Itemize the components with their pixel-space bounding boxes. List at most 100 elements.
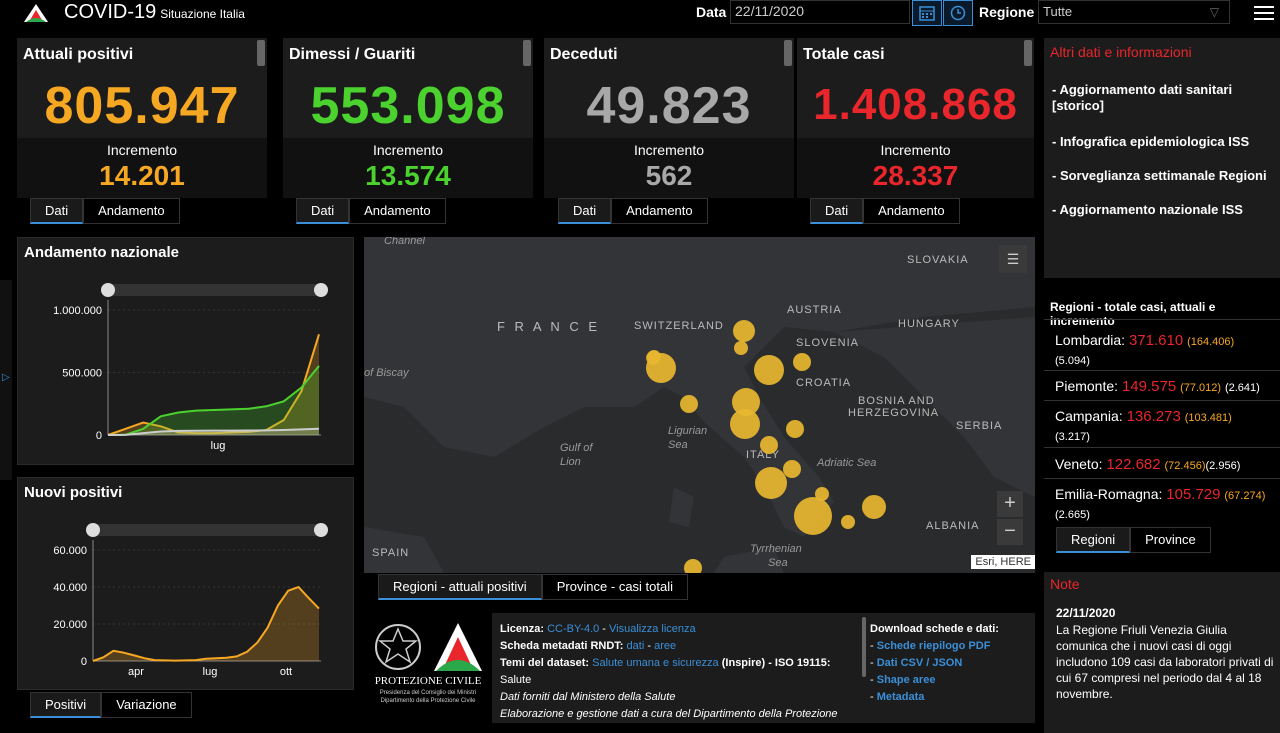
calendar-button[interactable] xyxy=(912,0,942,26)
map-bubble[interactable] xyxy=(793,353,811,371)
map-label: Gulf of xyxy=(560,442,593,454)
date-input[interactable]: 22/11/2020 xyxy=(730,0,910,24)
link-aggiornamento-dati[interactable]: - Aggiornamento dati sanitari [storico] xyxy=(1052,82,1233,113)
map-bubble[interactable] xyxy=(755,467,787,499)
protezione-civile-logo: PROTEZIONE CIVILE Presidenza del Consigl… xyxy=(364,613,492,723)
map-bubble[interactable] xyxy=(734,341,748,355)
list-icon: ☰ xyxy=(1006,250,1020,267)
card-value: 805.947 xyxy=(44,77,240,135)
map-label: Lion xyxy=(560,456,581,468)
list-item[interactable]: Lombardia: 371.610 (164.406) (5.094) xyxy=(1055,332,1235,367)
divider xyxy=(1044,400,1280,401)
zoom-out-button[interactable]: − xyxy=(997,519,1023,545)
map-label: Sea xyxy=(668,439,688,451)
download-shape-link[interactable]: Shape aree xyxy=(876,674,936,686)
metadata-aree-link[interactable]: aree xyxy=(654,640,677,652)
tab-andamento[interactable]: Andamento xyxy=(349,198,446,224)
increment-label: Incremento xyxy=(106,142,178,158)
tab-dati[interactable]: Dati xyxy=(558,198,612,224)
card-title: Deceduti xyxy=(550,46,618,63)
panel-title: Nuovi positivi xyxy=(24,484,123,501)
map-bubble[interactable] xyxy=(733,320,755,342)
tab-dati[interactable]: Dati xyxy=(30,198,84,224)
tab-province-casi-totali[interactable]: Province - casi totali xyxy=(541,574,689,600)
map-label: SWITZERLAND xyxy=(634,320,724,332)
tab-dati[interactable]: Dati xyxy=(810,198,864,224)
card-scrollbar[interactable] xyxy=(523,40,531,66)
map-bubble[interactable] xyxy=(684,559,702,573)
range-slider-handle-left xyxy=(86,523,100,537)
series-area xyxy=(108,428,319,435)
tab-regioni[interactable]: Regioni xyxy=(1056,527,1131,553)
card-scrollbar[interactable] xyxy=(257,40,265,66)
map-bubble[interactable] xyxy=(680,395,698,413)
national-trend-chart: 1.000.000 500.000 0 lug xyxy=(53,283,328,452)
download-csv-link[interactable]: Dati CSV / JSON xyxy=(876,657,963,669)
map[interactable]: SLOVAKIA AUSTRIA HUNGARY F R A N C E SWI… xyxy=(364,237,1035,573)
map-bubble[interactable] xyxy=(862,495,886,519)
map-bubble[interactable] xyxy=(730,409,760,439)
tab-andamento[interactable]: Andamento xyxy=(83,198,180,224)
x-tick-label: apr xyxy=(128,666,144,678)
map-land-shapes xyxy=(364,237,1035,573)
series-line xyxy=(107,365,320,436)
side-panel-toggle[interactable]: ▷ xyxy=(0,280,12,480)
menu-icon[interactable] xyxy=(1254,3,1274,21)
card-title: Attuali positivi xyxy=(23,46,134,63)
card-title: Totale casi xyxy=(803,46,885,63)
data-source: Dati forniti dal Ministero della Salute xyxy=(500,691,676,703)
map-label: Sea xyxy=(768,557,788,569)
tab-dati[interactable]: Dati xyxy=(296,198,350,224)
tab-variazione[interactable]: Variazione xyxy=(101,692,192,718)
download-metadata-link[interactable]: Metadata xyxy=(876,691,925,703)
new-positives-tabs: Positivi Variazione xyxy=(30,692,192,718)
map-attribution[interactable]: Esri, HERE xyxy=(971,555,1035,569)
series-line xyxy=(107,427,320,436)
chevron-down-icon: ▽ xyxy=(1209,5,1219,19)
tab-andamento[interactable]: Andamento xyxy=(611,198,708,224)
view-license-link[interactable]: Visualizza licenza xyxy=(609,623,696,635)
card-scrollbar[interactable] xyxy=(1024,40,1032,66)
themes-link[interactable]: Salute umana e sicurezza xyxy=(592,657,719,669)
other-data-panel: Altri dati e informazioni - Aggiornament… xyxy=(1044,38,1280,278)
tab-province[interactable]: Province xyxy=(1130,527,1211,553)
map-bubble[interactable] xyxy=(794,497,832,535)
map-label: Adriatic Sea xyxy=(817,457,877,469)
increment-value: 562 xyxy=(645,160,693,191)
map-label: F R A N C E xyxy=(497,319,601,334)
zoom-in-button[interactable]: + xyxy=(997,491,1023,517)
map-bubble[interactable] xyxy=(841,515,855,529)
list-item[interactable]: Veneto: 122.682 (72.456)(2.956) xyxy=(1055,456,1241,473)
map-bubble[interactable] xyxy=(783,460,801,478)
link-aggiornamento-iss[interactable]: - Aggiornamento nazionale ISS xyxy=(1052,202,1243,217)
download-pdf-link[interactable]: Schede riepilogo PDF xyxy=(876,640,991,652)
map-bubble[interactable] xyxy=(754,355,784,385)
tab-positivi[interactable]: Positivi xyxy=(30,692,102,718)
x-tick-label: lug xyxy=(203,666,218,678)
list-item[interactable]: Emilia-Romagna: 105.729 (67.274) (2.665) xyxy=(1055,486,1266,521)
link-sorveglianza[interactable]: - Sorveglianza settimanale Regioni xyxy=(1052,168,1267,183)
tab-regioni-attuali-positivi[interactable]: Regioni - attuali positivi xyxy=(378,574,542,600)
license-link[interactable]: CC-BY-4.0 xyxy=(547,623,600,635)
y-tick-label: 60.000 xyxy=(53,545,87,557)
region-select[interactable]: Tutte ▽ xyxy=(1038,0,1230,24)
list-item[interactable]: Campania: 136.273 (103.481) (3.217) xyxy=(1055,408,1232,443)
metadata-dati-link[interactable]: dati xyxy=(626,640,645,652)
map-bubble[interactable] xyxy=(647,350,661,364)
legend-list-button[interactable]: ☰ xyxy=(999,245,1027,273)
map-bubble[interactable] xyxy=(786,420,804,438)
tab-andamento[interactable]: Andamento xyxy=(863,198,960,224)
card-tabs: Dati Andamento xyxy=(558,198,708,224)
scrollbar[interactable] xyxy=(862,617,866,677)
regions-tabs: Regioni Province xyxy=(1056,527,1211,553)
card-scrollbar[interactable] xyxy=(784,40,792,66)
x-tick-label: ott xyxy=(280,666,292,678)
list-item[interactable]: Piemonte: 149.575 (77.012) (2.641) xyxy=(1055,378,1260,395)
y-tick-label: 500.000 xyxy=(62,368,102,380)
map-label: SLOVENIA xyxy=(796,337,860,349)
panel-title: Note xyxy=(1050,576,1080,592)
map-bubble[interactable] xyxy=(760,436,778,454)
clock-button[interactable] xyxy=(943,0,973,26)
x-tick-label: lug xyxy=(211,440,226,452)
link-infografica[interactable]: - Infografica epidemiologica ISS xyxy=(1052,134,1250,149)
